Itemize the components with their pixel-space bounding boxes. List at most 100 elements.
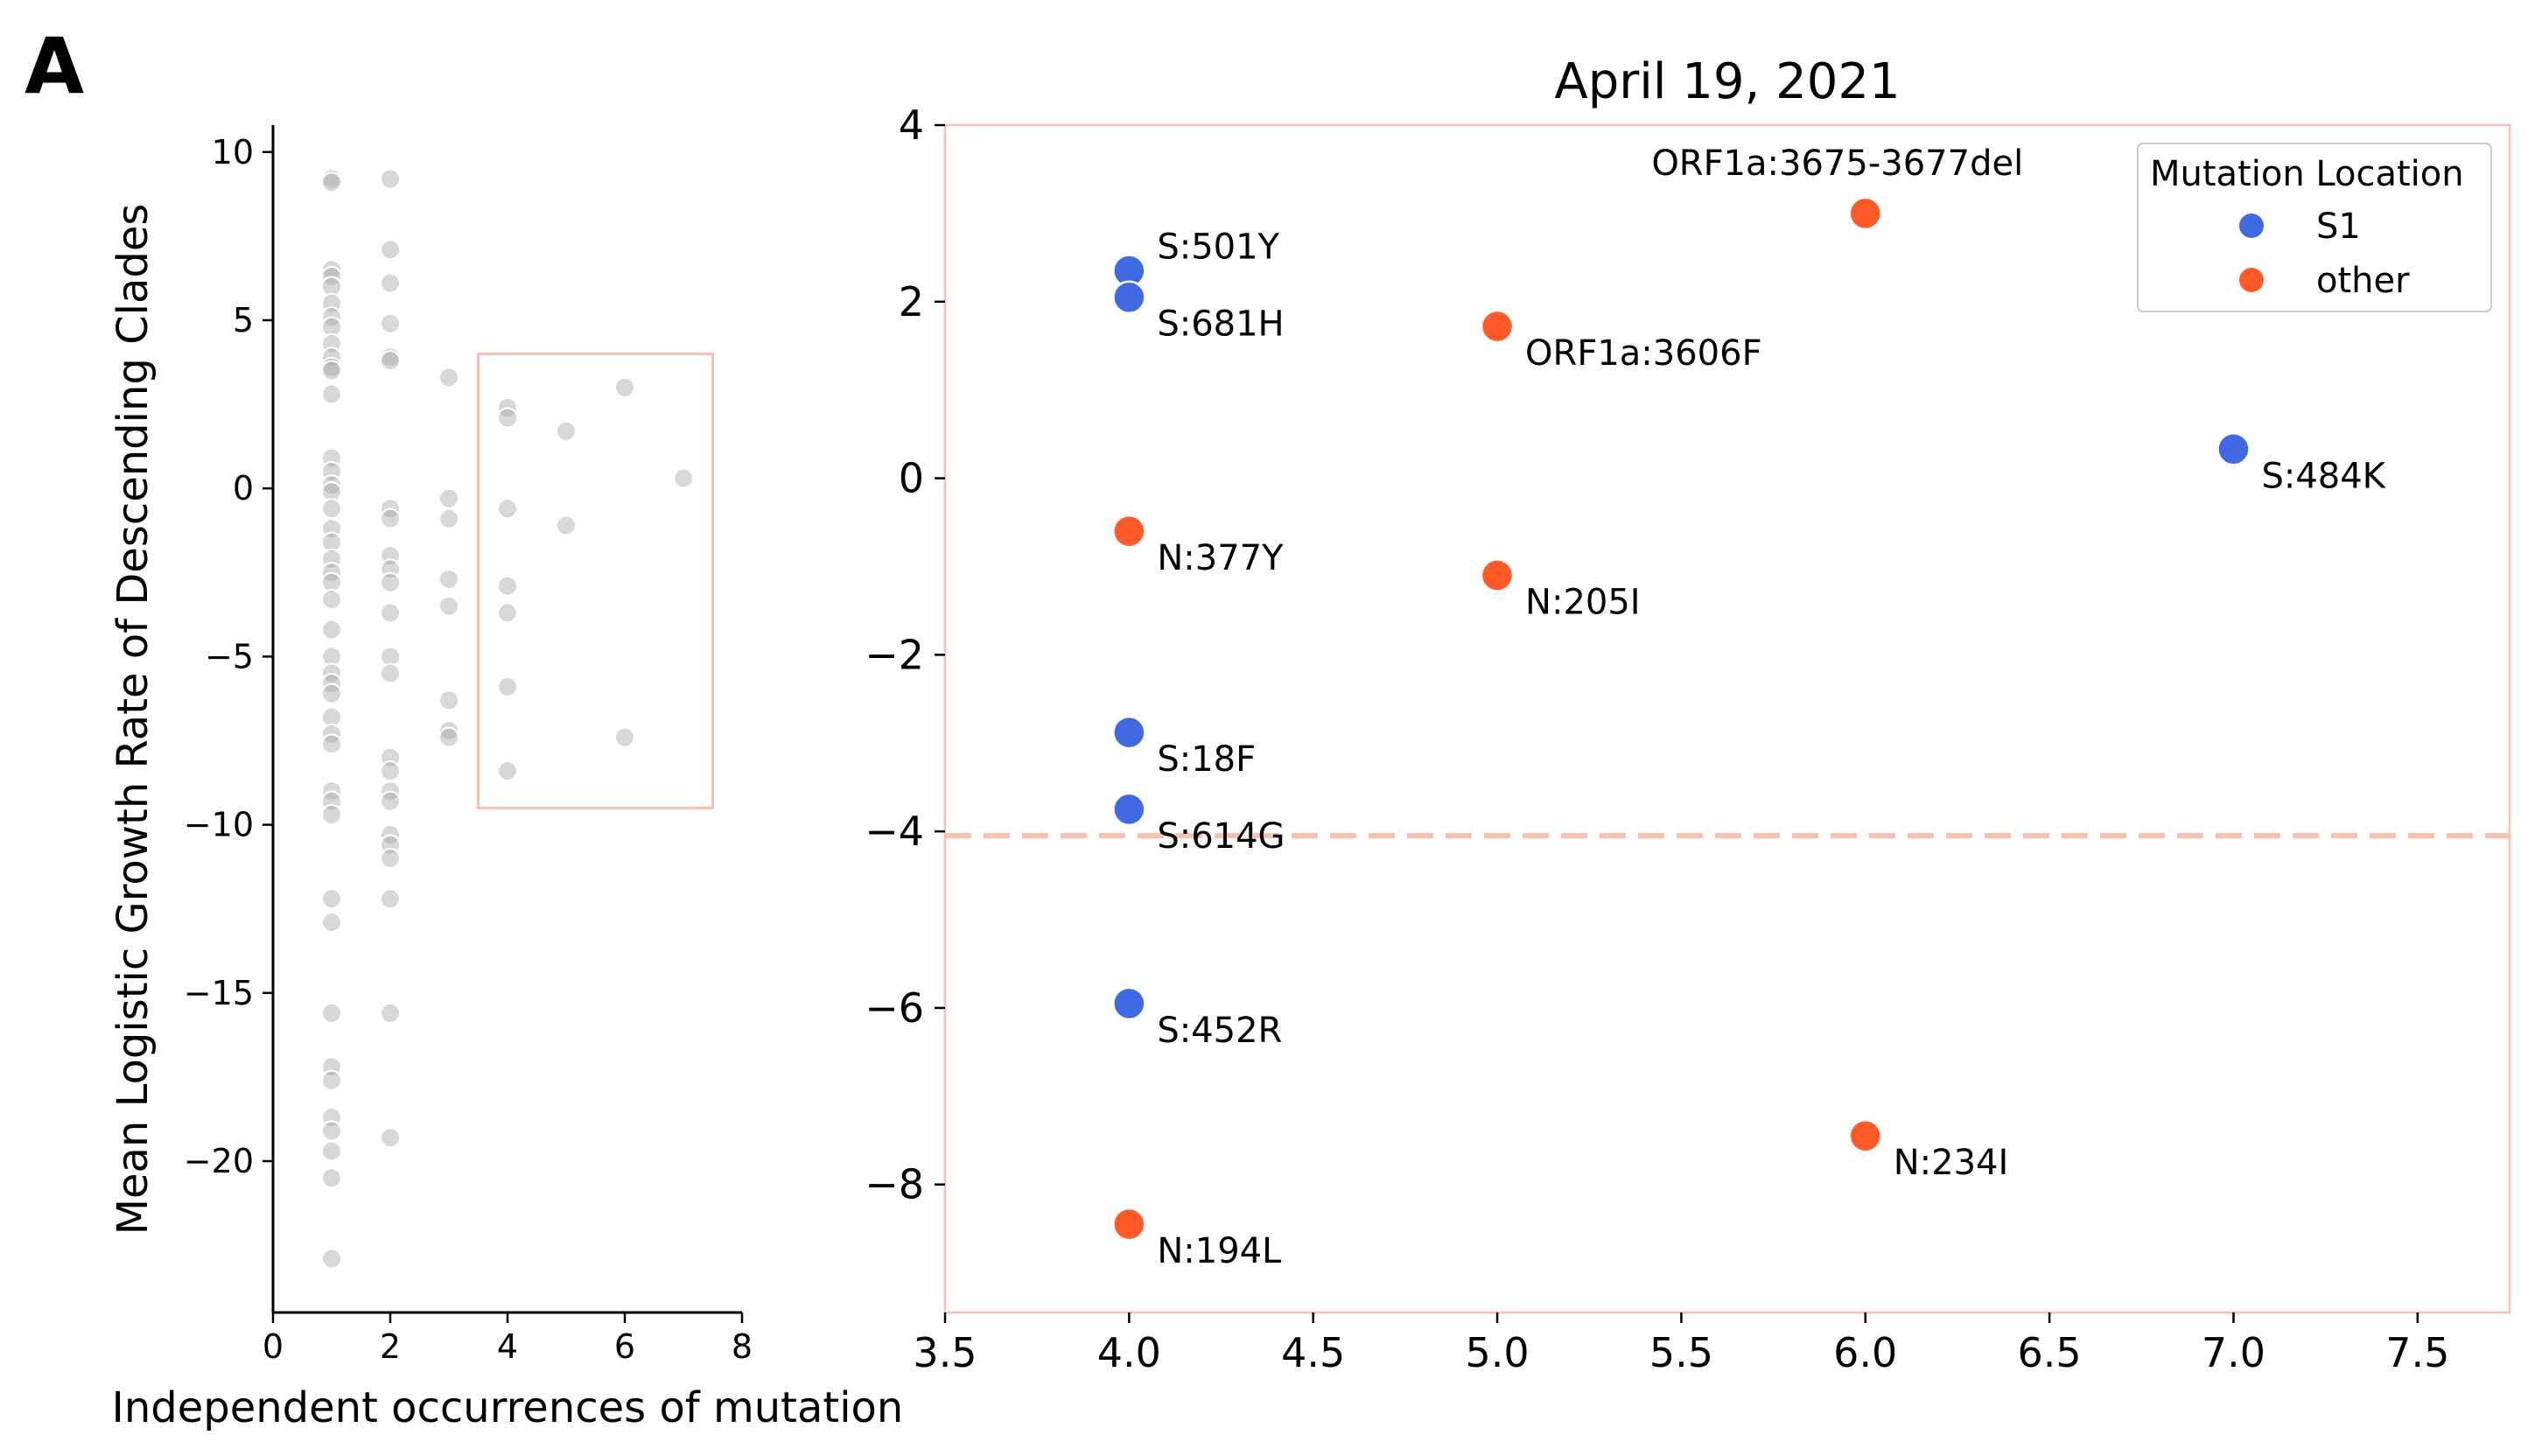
overview-point [614, 726, 635, 748]
overview-point [321, 571, 342, 593]
overview-point [497, 760, 518, 782]
overview-point [497, 575, 518, 597]
overview-point [380, 760, 401, 782]
overview-point [556, 420, 577, 442]
x-tick-label: 4 [497, 1327, 518, 1366]
x-tick-label: 8 [732, 1327, 753, 1366]
overview-point [438, 367, 459, 388]
x-tick-label: 0 [263, 1327, 284, 1366]
overview-point [438, 726, 459, 748]
mutation-point [1480, 309, 1515, 344]
legend: Mutation Location S1 other [2137, 143, 2492, 312]
overview-point [380, 239, 401, 261]
overview-point [321, 498, 342, 520]
y-tick-label: −20 [184, 1142, 254, 1180]
y-axis-ticks: 4 2 0 −2 −4 −6 −8 [865, 102, 945, 1208]
mutation-point [1848, 1118, 1883, 1153]
x-tick-label: 5.5 [1649, 1329, 1713, 1376]
detail-scatter-panel: April 19, 2021 4 2 0 −2 −4 −6 −8 3.5 4.0 4.5 5.0 5… [865, 53, 2511, 1376]
overview-point [321, 1248, 342, 1270]
overview-point [380, 602, 401, 624]
overview-point [321, 646, 342, 668]
y-tick-label: −2 [865, 631, 924, 678]
overview-point [321, 481, 342, 503]
mutation-label: S:614G [1157, 816, 1285, 857]
overview-point [380, 1127, 401, 1149]
overview-point [380, 508, 401, 529]
x-axis-ticks: 0 2 4 6 8 [263, 1312, 753, 1366]
overview-point [321, 1002, 342, 1024]
overview-point [380, 350, 401, 372]
mutation-label: ORF1a:3606F [1525, 333, 1762, 374]
y-tick-label: −5 [205, 637, 254, 676]
x-tick-label: 7.0 [2202, 1329, 2265, 1376]
overview-point [321, 383, 342, 405]
overview-point [321, 682, 342, 704]
overview-point [321, 733, 342, 755]
legend-entries: S1 other [2239, 206, 2410, 301]
overview-point [438, 568, 459, 590]
overview-point [380, 571, 401, 593]
y-tick-label: 4 [899, 102, 924, 149]
mutation-label: S:501Y [1157, 227, 1279, 267]
y-axis-ticks: 10 5 0 −5 −10 −15 −20 [184, 133, 273, 1180]
overview-point [380, 1002, 401, 1024]
y-tick-label: −10 [184, 806, 254, 844]
mutation-label: S:18F [1157, 739, 1256, 780]
mutation-point [1480, 558, 1515, 592]
overview-point [321, 1120, 342, 1142]
overview-point [497, 602, 518, 624]
x-axis-ticks: 3.5 4.0 4.5 5.0 5.5 6.0 6.5 7.0 7.5 [913, 1312, 2449, 1376]
overview-point [321, 804, 342, 826]
legend-label: other [2316, 261, 2410, 301]
mutation-point [1112, 1207, 1146, 1242]
mutation-point [1112, 514, 1146, 549]
x-tick-label: 7.5 [2385, 1329, 2449, 1376]
overview-point [321, 172, 342, 193]
mutation-point [1112, 986, 1146, 1021]
plot-frame [943, 123, 2511, 1314]
y-tick-label: 0 [899, 455, 924, 502]
overview-point [321, 1069, 342, 1091]
y-tick-label: 10 [212, 133, 254, 172]
mutation-labels: S:501Y S:681H ORF1a:3675-3677del ORF1a:3606… [1157, 144, 2386, 1271]
y-tick-label: −6 [865, 984, 924, 1032]
overview-point [321, 706, 342, 728]
mutation-points [1112, 196, 2251, 1242]
overview-point [321, 619, 342, 640]
overview-point [438, 487, 459, 509]
y-tick-label: −4 [865, 808, 924, 855]
y-tick-label: 0 [233, 469, 254, 508]
y-axis-label: Mean Logistic Growth Rate of Descending … [109, 204, 158, 1236]
mutation-point [1112, 792, 1146, 827]
y-tick-label: 2 [899, 278, 924, 326]
x-tick-label: 2 [380, 1327, 401, 1366]
overview-point [497, 676, 518, 697]
mutation-point [1112, 280, 1146, 314]
x-tick-label: 6 [614, 1327, 635, 1366]
overview-point [438, 508, 459, 529]
y-tick-label: 5 [233, 301, 254, 340]
overview-point [380, 790, 401, 812]
x-tick-label: 3.5 [913, 1329, 977, 1376]
x-axis-label: Independent occurrences of mutation [112, 1383, 904, 1432]
overview-point [438, 690, 459, 711]
overview-point [321, 276, 342, 298]
legend-title: Mutation Location [2150, 154, 2464, 194]
overview-point [438, 719, 459, 741]
overview-point [556, 514, 577, 536]
legend-marker [2239, 268, 2264, 292]
overview-points [321, 168, 694, 1270]
y-tick-label: −15 [184, 974, 254, 1012]
chart-title: April 19, 2021 [1554, 53, 1900, 110]
x-tick-label: 4.0 [1097, 1329, 1161, 1376]
x-tick-label: 6.5 [2018, 1329, 2082, 1376]
mutation-point [1848, 196, 1883, 231]
legend-label: S1 [2316, 206, 2361, 247]
overview-point [380, 646, 401, 668]
mutation-label: S:452R [1157, 1011, 1282, 1051]
mutation-label: N:205I [1525, 583, 1641, 623]
overview-point [321, 1167, 342, 1189]
mutation-point [2216, 432, 2251, 466]
